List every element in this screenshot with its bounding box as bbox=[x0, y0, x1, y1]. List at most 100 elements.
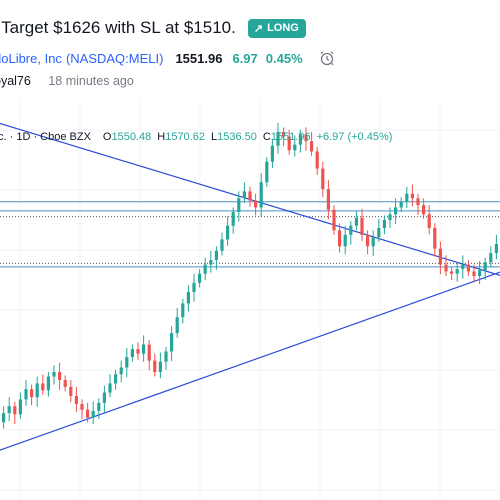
candle-body bbox=[422, 205, 426, 215]
candle-body bbox=[483, 262, 487, 271]
candle-body bbox=[293, 144, 297, 151]
symbol-exchange-link[interactable]: (NASDAQ:MELI) bbox=[65, 50, 164, 66]
title-row: t Target $1626 with SL at $1510. ↗ LONG bbox=[0, 18, 306, 38]
author-name[interactable]: oyal76 bbox=[0, 74, 31, 88]
candle-body bbox=[231, 212, 235, 226]
candle-body bbox=[405, 193, 409, 202]
candle-body bbox=[242, 191, 246, 199]
legend-c-label: C bbox=[262, 131, 271, 143]
price-chart[interactable] bbox=[0, 100, 500, 500]
candle-body bbox=[125, 357, 129, 368]
candle-body bbox=[298, 134, 302, 145]
candle-body bbox=[270, 145, 274, 162]
candle-body bbox=[80, 404, 84, 410]
candle-body bbox=[63, 380, 67, 387]
candle-body bbox=[181, 303, 185, 318]
candle-body bbox=[220, 239, 224, 251]
candle-body bbox=[198, 273, 202, 283]
candle-body bbox=[248, 191, 252, 201]
legend-high: 1570.62 bbox=[165, 131, 205, 143]
candle-body bbox=[259, 182, 263, 208]
alarm-clock-icon[interactable] bbox=[319, 50, 335, 66]
candle-body bbox=[41, 383, 45, 391]
candle-body bbox=[394, 207, 398, 215]
candle-body bbox=[46, 376, 50, 391]
candle-body bbox=[254, 200, 258, 208]
candle-body bbox=[13, 406, 17, 415]
legend-open: 1550.48 bbox=[111, 131, 152, 143]
candle-body bbox=[321, 168, 325, 190]
candle-body bbox=[338, 230, 342, 247]
candle-body bbox=[478, 270, 482, 276]
legend-low: 1536.50 bbox=[217, 131, 257, 143]
price-change-percent: 0.45% bbox=[265, 50, 303, 66]
legend-close: 1551.96 bbox=[270, 131, 311, 143]
candle-body bbox=[282, 132, 286, 137]
candle-body bbox=[489, 253, 493, 263]
candle-body bbox=[108, 383, 112, 393]
candle-body bbox=[349, 225, 353, 235]
candle-body bbox=[310, 141, 314, 152]
candle-body bbox=[147, 344, 151, 361]
author-row: oyal76 18 minutes ago bbox=[0, 74, 134, 88]
candle-body bbox=[388, 214, 392, 220]
legend-o-label: O bbox=[102, 131, 112, 143]
candle-body bbox=[494, 244, 498, 254]
legend-change: +6.97 (+0.45%) bbox=[316, 131, 393, 143]
candle-body bbox=[433, 228, 437, 249]
candle-body bbox=[97, 402, 101, 411]
candle-body bbox=[74, 396, 78, 404]
candle-body bbox=[130, 349, 134, 358]
candle-body bbox=[287, 136, 291, 151]
candle-body bbox=[164, 351, 168, 362]
badge-label: LONG bbox=[267, 22, 299, 34]
candle-body bbox=[450, 271, 454, 274]
symbol-name-link[interactable]: doLibre, Inc bbox=[0, 50, 62, 66]
idea-title: t Target $1626 with SL at $1510. bbox=[0, 18, 236, 37]
chart-grid bbox=[0, 100, 500, 500]
legend-symbol: c. · 1D · Cboe BZX bbox=[0, 131, 91, 143]
long-badge[interactable]: ↗ LONG bbox=[247, 18, 306, 38]
candle-body bbox=[203, 264, 207, 274]
candle-body bbox=[69, 386, 73, 396]
candle-body bbox=[58, 372, 62, 380]
candle-body bbox=[366, 234, 370, 247]
candle-body bbox=[209, 260, 213, 265]
legend-l-label: L bbox=[210, 131, 218, 143]
candle-body bbox=[214, 250, 218, 260]
candle-body bbox=[175, 317, 179, 334]
candle-body bbox=[18, 399, 22, 415]
candles bbox=[1, 122, 498, 429]
candle-body bbox=[304, 134, 308, 142]
candle-body bbox=[354, 217, 358, 226]
candle-body bbox=[86, 409, 90, 418]
candle-body bbox=[226, 225, 230, 240]
candle-body bbox=[136, 349, 140, 354]
candle-body bbox=[91, 410, 95, 418]
candle-body bbox=[7, 406, 11, 414]
candle-body bbox=[377, 228, 381, 238]
candle-body bbox=[119, 367, 123, 375]
candle-body bbox=[438, 248, 442, 265]
candle-body bbox=[332, 209, 336, 231]
candle-body bbox=[315, 151, 319, 169]
arrow-up-right-icon: ↗ bbox=[253, 22, 264, 35]
candle-body bbox=[466, 264, 470, 272]
candle-body bbox=[276, 132, 280, 146]
candle-body bbox=[382, 220, 386, 228]
candle-body bbox=[186, 292, 190, 304]
candle-body bbox=[30, 389, 34, 398]
candle-body bbox=[399, 201, 403, 208]
candle-body bbox=[24, 389, 28, 400]
publish-time: 18 minutes ago bbox=[48, 74, 134, 88]
ohlc-legend: c. · 1D · Cboe BZX O 1550.48 H 1570.62 L… bbox=[0, 131, 392, 143]
trendline bbox=[0, 271, 500, 451]
candle-body bbox=[158, 361, 162, 372]
candle-body bbox=[192, 282, 196, 292]
symbol-row: doLibre, Inc (NASDAQ:MELI) 1551.96 6.97 … bbox=[0, 50, 335, 66]
candle-body bbox=[461, 264, 465, 270]
idea-header: t Target $1626 with SL at $1510. ↗ LONG … bbox=[0, 0, 500, 100]
candle-body bbox=[142, 344, 146, 354]
candle-body bbox=[371, 237, 375, 247]
legend-h-label: H bbox=[157, 131, 166, 143]
